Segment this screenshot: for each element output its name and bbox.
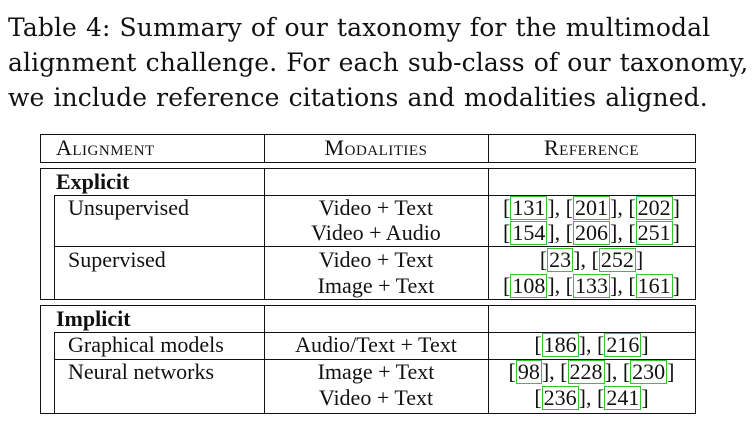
- explicit-top-rule: [40, 168, 696, 169]
- caption-line-1: Table 4: Summary of our taxonomy for the…: [8, 13, 711, 42]
- citation[interactable]: [206]: [565, 220, 618, 245]
- modality-cell: Audio/Text + Text: [295, 332, 457, 357]
- citation[interactable]: [23]: [539, 247, 581, 272]
- citation[interactable]: [186]: [534, 332, 586, 357]
- reference-cell: [154], [206], [251]: [503, 220, 680, 245]
- modality-cell: Video + Text: [318, 247, 434, 272]
- row-label-graphical-models: Graphical models: [68, 332, 224, 357]
- reference-cell: [186], [216]: [534, 332, 649, 357]
- header-bottom-rule: [40, 162, 696, 163]
- modality-cell: Video + Audio: [311, 220, 441, 245]
- reference-cell: [236], [241]: [534, 385, 649, 410]
- reference-cell: [131], [201], [202]: [503, 195, 680, 220]
- citation[interactable]: [131]: [503, 195, 555, 220]
- implicit-top-rule: [40, 305, 696, 306]
- row-label-supervised: Supervised: [68, 247, 166, 272]
- graphical-row-rule: [54, 359, 696, 360]
- citation[interactable]: [201]: [565, 195, 618, 220]
- header-reference: Reference: [543, 135, 639, 160]
- reference-cell: [108], [133], [161]: [503, 273, 680, 298]
- citation[interactable]: [202]: [628, 195, 680, 220]
- modality-cell: Image + Text: [317, 273, 435, 298]
- citation[interactable]: [252]: [591, 247, 644, 272]
- table-bottom-rule: [40, 413, 696, 414]
- unsupervised-row-rule: [54, 246, 696, 247]
- table-top-rule: [40, 134, 696, 135]
- group-implicit: Implicit: [56, 306, 131, 331]
- citation[interactable]: [108]: [503, 273, 555, 298]
- citation[interactable]: [216]: [597, 332, 649, 357]
- citation[interactable]: [228]: [560, 359, 612, 384]
- caption-line-3: we include reference citations and modal…: [8, 83, 708, 112]
- explicit-bottom-rule: [40, 299, 696, 300]
- citation[interactable]: [230]: [622, 359, 675, 384]
- citation[interactable]: [161]: [628, 273, 680, 298]
- implicit-group-rule: [54, 332, 696, 333]
- row-label-neural-networks: Neural networks: [68, 359, 215, 384]
- group-explicit: Explicit: [56, 169, 130, 194]
- table-caption: Table 4: Summary of our taxonomy for the…: [8, 10, 748, 115]
- explicit-group-rule: [54, 195, 696, 196]
- citation[interactable]: [154]: [503, 220, 555, 245]
- citation[interactable]: [133]: [565, 273, 618, 298]
- row-label-unsupervised: Unsupervised: [68, 195, 189, 220]
- modality-cell: Video + Text: [318, 195, 434, 220]
- header-alignment: Alignment: [56, 135, 155, 160]
- reference-cell: [23], [252]: [539, 247, 644, 272]
- citation[interactable]: [251]: [628, 220, 680, 245]
- citation[interactable]: [98]: [508, 359, 550, 384]
- citation[interactable]: [236]: [534, 385, 586, 410]
- caption-line-2: alignment challenge. For each sub-class …: [8, 48, 749, 77]
- citation[interactable]: [241]: [597, 385, 649, 410]
- reference-cell: [98], [228], [230]: [508, 359, 675, 384]
- taxonomy-table: Alignment Modalities Reference Explicit …: [40, 134, 696, 414]
- modality-cell: Image + Text: [317, 359, 435, 384]
- modality-cell: Video + Text: [318, 385, 434, 410]
- header-modalities: Modalities: [324, 135, 428, 160]
